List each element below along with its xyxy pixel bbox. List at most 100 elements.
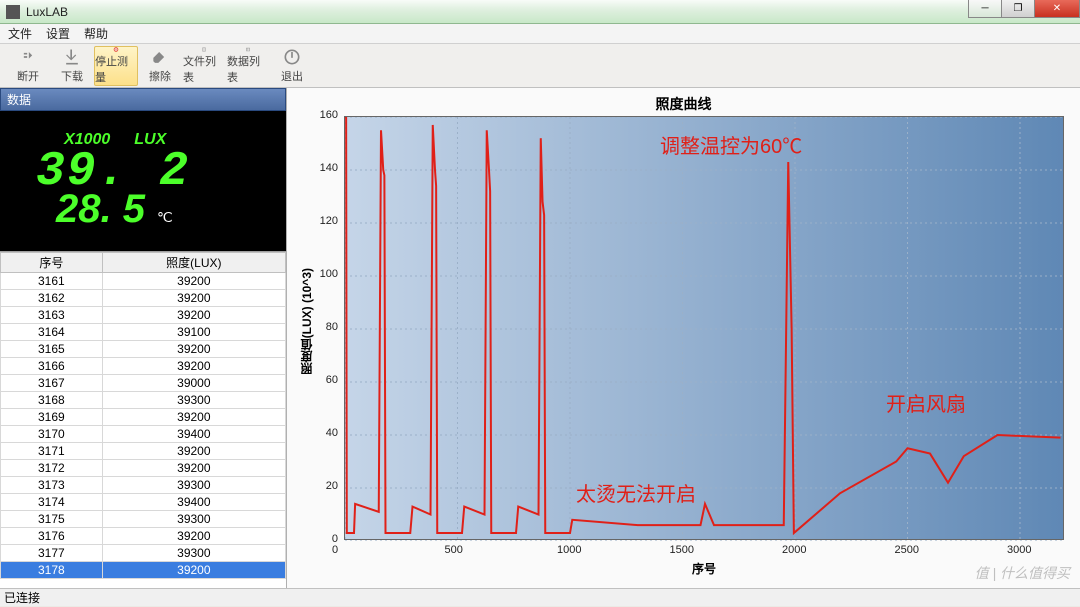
toolbar-label: 断开 [17, 68, 39, 84]
y-tick: 0 [332, 533, 338, 545]
cell-seq: 3176 [1, 528, 103, 545]
table-row[interactable]: 316639200 [1, 358, 286, 375]
table-row[interactable]: 317039400 [1, 426, 286, 443]
cell-lux: 39400 [102, 494, 285, 511]
statusbar: 已连接 [0, 588, 1080, 606]
cell-lux: 39000 [102, 375, 285, 392]
lcd-display: X1000 LUX 39. 2 28. 5 ℃ [0, 111, 286, 251]
table-row[interactable]: 316339200 [1, 307, 286, 324]
toolbar-label: 擦除 [149, 68, 171, 84]
close-button[interactable]: ✕ [1034, 0, 1080, 18]
toolbar-label: 停止测量 [95, 53, 137, 85]
cell-lux: 39300 [102, 511, 285, 528]
maximize-button[interactable]: ❐ [1001, 0, 1035, 18]
download-button[interactable]: 下载 [50, 46, 94, 86]
data-list-icon [238, 47, 258, 52]
menu-help[interactable]: 帮助 [84, 25, 108, 42]
table-row[interactable]: 316939200 [1, 409, 286, 426]
cell-lux: 39200 [102, 460, 285, 477]
toolbar-label: 数据列表 [227, 53, 269, 85]
x-tick: 2500 [895, 544, 919, 556]
file-list-button[interactable]: 文件列表 [182, 46, 226, 86]
chart-annotation: 太烫无法开启 [576, 478, 696, 507]
cell-lux: 39200 [102, 290, 285, 307]
toolbar-label: 文件列表 [183, 53, 225, 85]
table-row[interactable]: 316439100 [1, 324, 286, 341]
cell-lux: 39300 [102, 545, 285, 562]
col-lux[interactable]: 照度(LUX) [102, 253, 285, 273]
x-tick: 1500 [670, 544, 694, 556]
cell-lux: 39100 [102, 324, 285, 341]
cell-seq: 3171 [1, 443, 103, 460]
cell-seq: 3175 [1, 511, 103, 528]
chart-title: 照度曲线 [287, 88, 1080, 116]
table-row[interactable]: 316139200 [1, 273, 286, 290]
y-tick: 120 [320, 215, 338, 227]
x-axis-label: 序号 [692, 560, 716, 577]
table-row[interactable]: 317139200 [1, 443, 286, 460]
cell-seq: 3167 [1, 375, 103, 392]
cell-seq: 3172 [1, 460, 103, 477]
cell-lux: 39200 [102, 409, 285, 426]
menu-settings[interactable]: 设置 [46, 25, 70, 42]
eraser-icon [150, 47, 170, 67]
stop-measure-button[interactable]: 停止测量 [94, 46, 138, 86]
table-row[interactable]: 317439400 [1, 494, 286, 511]
table-row[interactable]: 316739000 [1, 375, 286, 392]
table-row[interactable]: 317339300 [1, 477, 286, 494]
data-table: 序号 照度(LUX) 31613920031623920031633920031… [0, 252, 286, 579]
cell-seq: 3161 [1, 273, 103, 290]
cell-lux: 39200 [102, 358, 285, 375]
cell-seq: 3162 [1, 290, 103, 307]
lcd-sub-unit: ℃ [157, 209, 173, 226]
data-panel-title: 数据 [0, 88, 286, 111]
x-tick: 500 [445, 544, 463, 556]
y-axis-label: 照度值(LUX) (10^3) [298, 268, 315, 374]
exit-icon [282, 47, 302, 67]
file-list-icon [194, 47, 214, 52]
table-row[interactable]: 317639200 [1, 528, 286, 545]
erase-button[interactable]: 擦除 [138, 46, 182, 86]
cell-lux: 39200 [102, 528, 285, 545]
table-row[interactable]: 316239200 [1, 290, 286, 307]
cell-seq: 3177 [1, 545, 103, 562]
table-row[interactable]: 317539300 [1, 511, 286, 528]
y-tick: 100 [320, 268, 338, 280]
cell-lux: 39200 [102, 273, 285, 290]
table-row[interactable]: 316839300 [1, 392, 286, 409]
cell-lux: 39200 [102, 443, 285, 460]
minimize-button[interactable]: ─ [968, 0, 1002, 18]
x-tick: 2000 [782, 544, 806, 556]
table-row[interactable]: 317739300 [1, 545, 286, 562]
cell-seq: 3174 [1, 494, 103, 511]
y-tick: 40 [326, 427, 338, 439]
col-seq[interactable]: 序号 [1, 253, 103, 273]
data-list-button[interactable]: 数据列表 [226, 46, 270, 86]
cell-seq: 3163 [1, 307, 103, 324]
exit-button[interactable]: 退出 [270, 46, 314, 86]
window-controls: ─ ❐ ✕ [969, 0, 1080, 18]
cell-lux: 39400 [102, 426, 285, 443]
window-titlebar: LuxLAB ─ ❐ ✕ [0, 0, 1080, 24]
download-icon [62, 47, 82, 67]
disconnect-button[interactable]: 断开 [6, 46, 50, 86]
table-row[interactable]: 317839200 [1, 562, 286, 579]
cell-seq: 3173 [1, 477, 103, 494]
cell-seq: 3169 [1, 409, 103, 426]
toolbar: 断开 下载 停止测量 擦除 文件列表 数据列表 退出 [0, 44, 1080, 88]
x-tick: 1000 [557, 544, 581, 556]
chart-annotation: 开启风扇 [886, 388, 966, 417]
status-text: 已连接 [4, 589, 40, 606]
cell-seq: 3178 [1, 562, 103, 579]
table-row[interactable]: 316539200 [1, 341, 286, 358]
x-tick: 0 [332, 544, 338, 556]
y-tick: 160 [320, 109, 338, 121]
app-icon [6, 5, 20, 19]
cell-lux: 39300 [102, 477, 285, 494]
y-tick: 80 [326, 321, 338, 333]
y-tick: 60 [326, 374, 338, 386]
menu-file[interactable]: 文件 [8, 25, 32, 42]
data-table-container: 序号 照度(LUX) 31613920031623920031633920031… [0, 251, 286, 588]
cell-lux: 39200 [102, 307, 285, 324]
table-row[interactable]: 317239200 [1, 460, 286, 477]
